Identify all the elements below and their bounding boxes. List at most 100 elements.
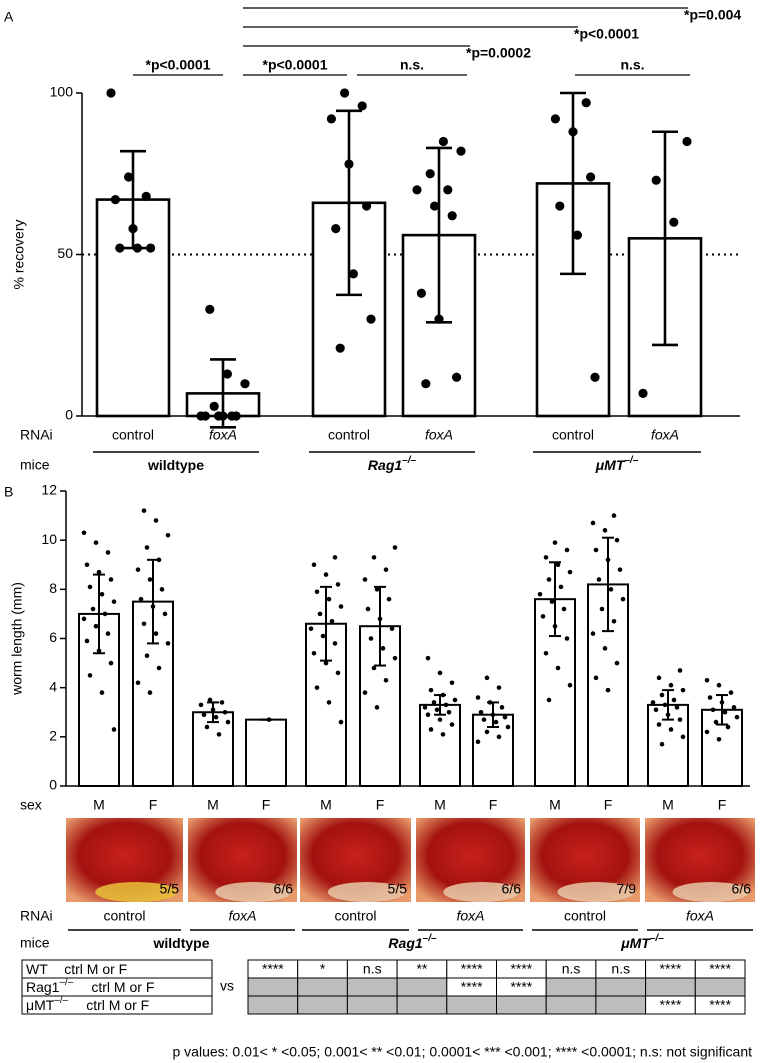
- data-point: [602, 646, 608, 651]
- data-point: [719, 700, 725, 705]
- table-cell: [496, 995, 547, 1015]
- data-point: [452, 372, 462, 382]
- image-caption: 6/6: [502, 881, 522, 897]
- label-text: μMT: [620, 935, 651, 951]
- y-tick-label: 6: [49, 629, 57, 645]
- data-point: [704, 729, 710, 735]
- data-point: [386, 596, 392, 602]
- data-point: [475, 739, 481, 745]
- data-point: [138, 596, 144, 602]
- data-point: [340, 88, 350, 98]
- x-tick-label: control: [112, 427, 154, 443]
- data-point: [425, 169, 435, 179]
- significance-label: *p<0.0001: [263, 57, 328, 73]
- data-point: [546, 697, 552, 703]
- table-cell: [396, 977, 448, 997]
- data-point: [564, 636, 570, 641]
- table-cell: [346, 977, 398, 997]
- data-point: [225, 719, 231, 725]
- data-point: [374, 587, 380, 592]
- data-point: [605, 557, 611, 563]
- data-point: [567, 569, 573, 575]
- data-point: [412, 185, 422, 195]
- data-point: [599, 606, 605, 612]
- data-point: [222, 709, 228, 715]
- data-point: [311, 562, 317, 568]
- data-point: [611, 513, 617, 518]
- x-tick-label: M: [320, 797, 332, 813]
- data-point: [150, 604, 156, 609]
- data-point: [452, 697, 458, 703]
- data-point: [421, 379, 431, 389]
- data-point: [552, 623, 558, 629]
- photo-detail: [95, 882, 178, 902]
- data-point: [311, 650, 317, 656]
- data-point: [537, 591, 543, 597]
- data-point: [362, 577, 368, 582]
- data-point: [205, 304, 215, 315]
- y-tick-label: 0: [65, 407, 73, 423]
- data-point: [362, 201, 372, 211]
- data-point: [105, 631, 111, 636]
- data-point: [710, 707, 716, 713]
- data-point: [617, 567, 623, 572]
- x-tick-label: foxA: [425, 427, 453, 443]
- data-point: [438, 136, 448, 147]
- data-point: [722, 709, 728, 715]
- data-point: [593, 675, 599, 681]
- y-tick-label: 4: [49, 678, 57, 694]
- data-point: [434, 314, 444, 324]
- vs-label: vs: [220, 978, 234, 994]
- data-point: [128, 224, 138, 234]
- data-point: [377, 616, 383, 622]
- data-point: [590, 631, 596, 636]
- panel-label: B: [4, 484, 13, 500]
- data-point: [449, 722, 455, 727]
- data-point: [558, 584, 564, 590]
- data-point: [147, 577, 153, 582]
- data-point: [564, 547, 570, 553]
- data-point: [669, 217, 679, 227]
- data-point: [734, 714, 740, 720]
- data-point: [93, 623, 99, 629]
- data-point: [499, 705, 505, 710]
- data-point: [437, 670, 443, 676]
- data-point: [162, 611, 168, 617]
- label-suffix: ctrl M or F: [64, 961, 127, 977]
- data-point: [84, 638, 90, 644]
- data-point: [650, 700, 656, 705]
- data-point: [567, 682, 573, 688]
- data-point: [680, 734, 686, 740]
- data-point: [332, 555, 338, 560]
- data-point: [555, 201, 565, 211]
- row-label: mice: [20, 935, 50, 951]
- table-cell-text: ****: [461, 961, 483, 977]
- x-tick-label: F: [262, 797, 271, 813]
- photo-detail: [215, 882, 292, 902]
- data-point: [326, 114, 336, 124]
- table-cell-text: ****: [461, 979, 483, 995]
- data-point: [93, 540, 99, 545]
- group-label: Rag1–/–: [368, 455, 417, 473]
- y-tick-label: 2: [49, 728, 57, 744]
- data-point: [543, 555, 549, 560]
- data-point: [332, 641, 338, 646]
- data-point: [374, 705, 380, 710]
- row-label: RNAi: [20, 427, 53, 443]
- x-tick-label: M: [662, 797, 674, 813]
- data-point: [222, 369, 232, 379]
- rnai-label: control: [103, 908, 145, 924]
- group-label: wildtype: [152, 935, 209, 951]
- data-point: [144, 653, 150, 659]
- data-point: [496, 734, 502, 740]
- label-text: μMT: [26, 997, 55, 1013]
- data-point: [209, 401, 219, 411]
- data-point: [713, 719, 719, 725]
- data-point: [614, 537, 620, 543]
- data-point: [665, 712, 671, 718]
- table-cell-text: ****: [510, 961, 532, 977]
- data-point: [449, 680, 455, 686]
- data-point: [165, 532, 171, 538]
- data-point: [132, 243, 142, 253]
